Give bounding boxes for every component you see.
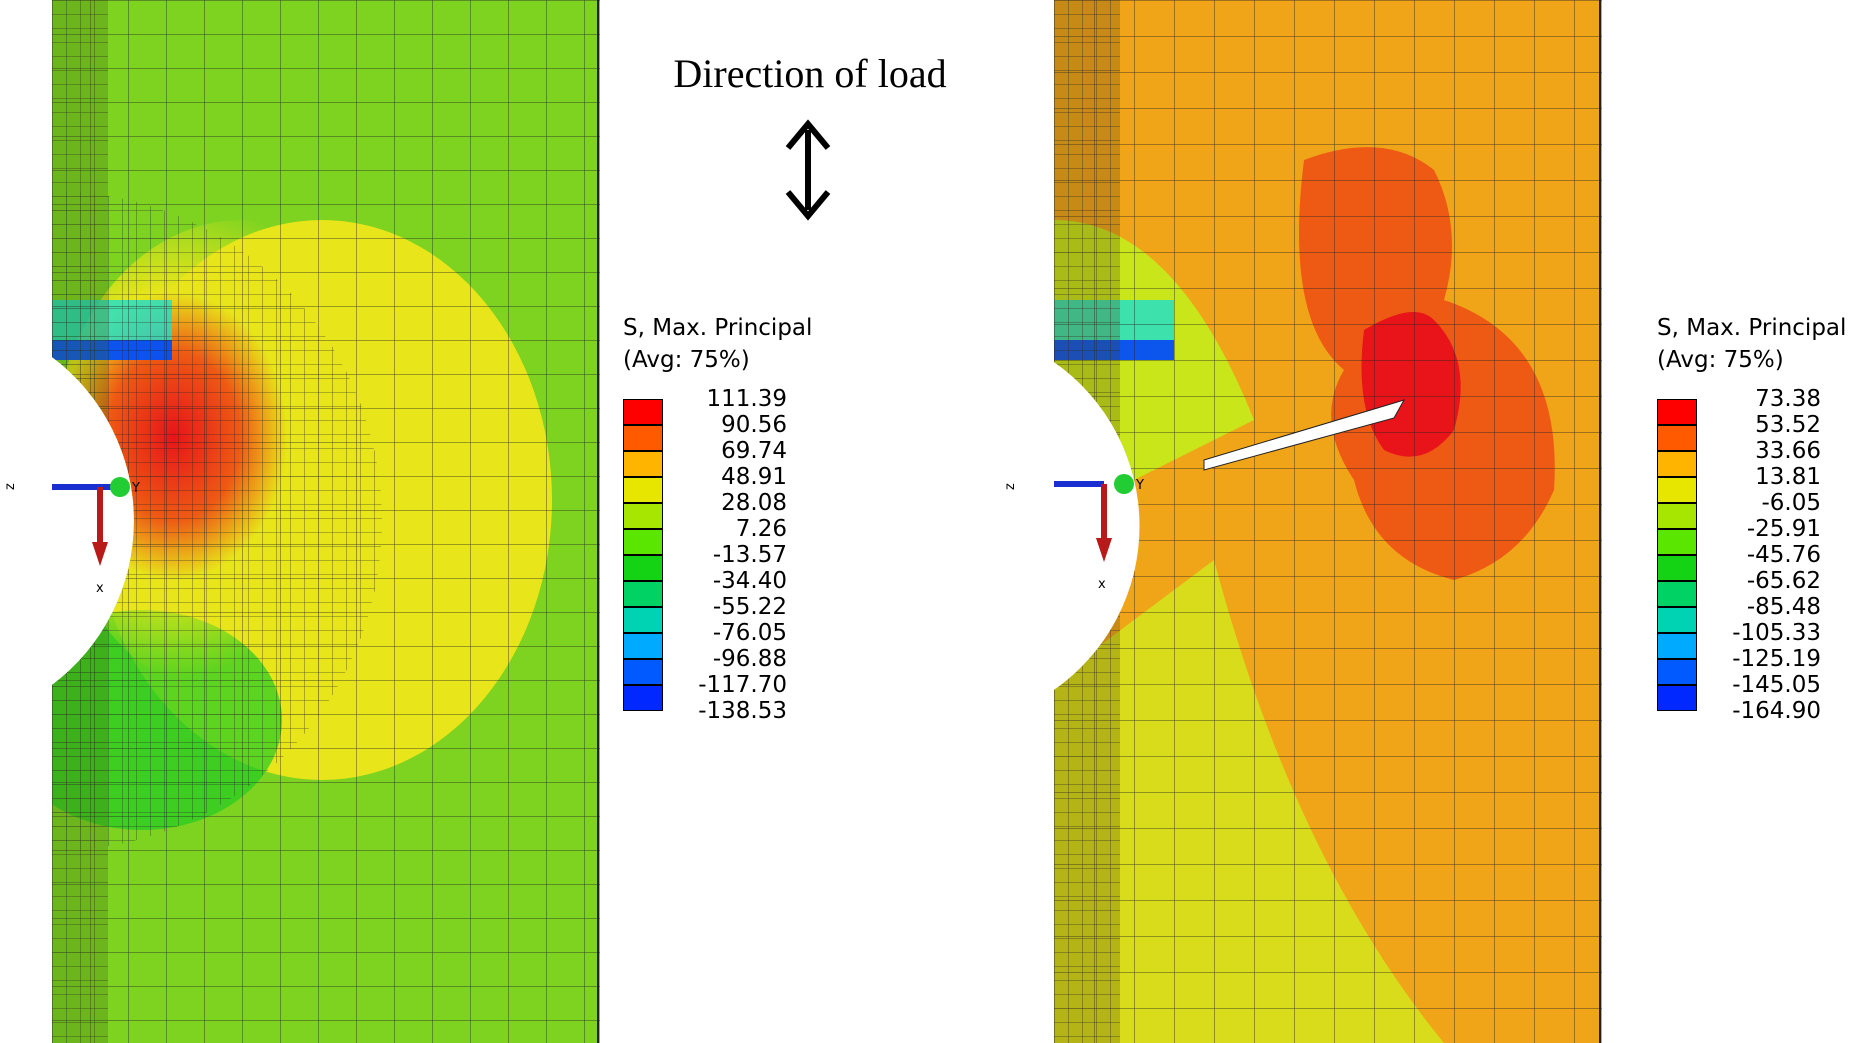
axis-y-label-left: Y — [131, 481, 140, 496]
legend-swatch-right-2 — [1657, 451, 1697, 477]
legend-swatch-left-4 — [623, 503, 663, 529]
legend-scale-right: 73.38 53.52 33.66 13.81 -6.05 -25.91 -45.76 -65… — [1657, 386, 1846, 724]
legend-title-right: S, Max. Principal — [1657, 315, 1847, 341]
legend-swatch-left-5 — [623, 529, 663, 555]
legend-value-left-6: -13.57 — [712, 542, 787, 568]
legend-swatch-left-0 — [623, 399, 663, 425]
legend-value-right-5: -25.91 — [1746, 516, 1821, 542]
legend-value-left-8: -55.22 — [712, 594, 787, 620]
legend-subtitle-right: (Avg: 75%) — [1657, 347, 1784, 373]
axis-z-label-right: z — [1003, 483, 1018, 490]
legend-swatch-right-3 — [1657, 477, 1697, 503]
axis-z-label-left-wrap: z — [3, 483, 18, 490]
legend-value-right-3: 13.81 — [1755, 464, 1821, 490]
axis-z-label-right-wrap: z — [1003, 483, 1018, 490]
legend-swatch-right-9 — [1657, 633, 1697, 659]
legend-value-left-2: 69.74 — [721, 438, 787, 464]
legend-swatch-right-10 — [1657, 659, 1697, 685]
legend-value-left-9: -76.05 — [712, 620, 787, 646]
legend-value-right-1: 53.52 — [1755, 412, 1821, 438]
fea-mesh-left: Y x — [52, 0, 600, 1043]
fea-panel-left: Y x — [52, 0, 600, 1043]
legend-swatch-left-10 — [623, 659, 663, 685]
legend-value-right-10: -125.19 — [1732, 646, 1821, 672]
legend-swatch-right-6 — [1657, 555, 1697, 581]
axis-triad-left: Y x — [52, 477, 140, 596]
axis-z-label-left: z — [3, 483, 18, 490]
legend-value-right-4: -6.05 — [1761, 490, 1821, 516]
legend-value-right-12: -164.90 — [1732, 698, 1821, 724]
fea-panel-right: Y x — [1054, 0, 1602, 1043]
legend-swatch-left-8 — [623, 607, 663, 633]
legend-value-right-11: -145.05 — [1732, 672, 1821, 698]
legend-swatch-right-7 — [1657, 581, 1697, 607]
legend-swatch-right-1 — [1657, 425, 1697, 451]
legend-value-right-7: -65.62 — [1746, 568, 1821, 594]
legend-swatch-right-0 — [1657, 399, 1697, 425]
axis-y-label-right: Y — [1135, 478, 1144, 493]
fea-mesh-right: Y x — [1054, 0, 1602, 1043]
double-arrow-icon — [785, 119, 831, 221]
legend-value-left-4: 28.08 — [721, 490, 787, 516]
legend-value-right-0: 73.38 — [1755, 386, 1821, 412]
axis-x-label-right: x — [1098, 577, 1106, 592]
legend-swatch-right-5 — [1657, 529, 1697, 555]
legend-swatch-right-4 — [1657, 503, 1697, 529]
legend-value-left-12: -138.53 — [698, 698, 787, 724]
legend-subtitle-left: (Avg: 75%) — [623, 347, 750, 373]
legend-swatch-left-7 — [623, 581, 663, 607]
legend-swatch-left-9 — [623, 633, 663, 659]
legend-value-left-1: 90.56 — [721, 412, 787, 438]
axis-triad-right: Y x — [1054, 474, 1144, 592]
legend-swatch-left-2 — [623, 451, 663, 477]
legend-swatch-left-6 — [623, 555, 663, 581]
legend-swatch-left-3 — [623, 477, 663, 503]
legend-scale-left: 111.39 90.56 69.74 48.91 28.08 7.26 -13.57 -34.… — [623, 386, 812, 724]
legend-swatch-left-11 — [623, 685, 663, 711]
legend-swatch-right-8 — [1657, 607, 1697, 633]
legend-swatch-left-1 — [623, 425, 663, 451]
legend-value-right-8: -85.48 — [1746, 594, 1821, 620]
direction-of-load-label: Direction of load — [673, 51, 947, 96]
legend-title-left: S, Max. Principal — [623, 315, 813, 341]
axis-x-label-left: x — [96, 581, 104, 596]
legend-value-left-0: 111.39 — [706, 386, 787, 412]
legend-left: S, Max. Principal (Avg: 75%) 111.39 90.56… — [623, 312, 812, 724]
legend-value-left-3: 48.91 — [721, 464, 787, 490]
legend-value-left-5: 7.26 — [735, 516, 787, 542]
legend-right: S, Max. Principal (Avg: 75%) 73.38 53.52 3… — [1657, 312, 1846, 724]
legend-value-left-11: -117.70 — [698, 672, 787, 698]
legend-value-right-2: 33.66 — [1755, 438, 1821, 464]
legend-value-right-6: -45.76 — [1746, 542, 1821, 568]
legend-value-left-7: -34.40 — [712, 568, 787, 594]
legend-swatch-right-11 — [1657, 685, 1697, 711]
legend-value-right-9: -105.33 — [1732, 620, 1821, 646]
legend-value-left-10: -96.88 — [712, 646, 787, 672]
